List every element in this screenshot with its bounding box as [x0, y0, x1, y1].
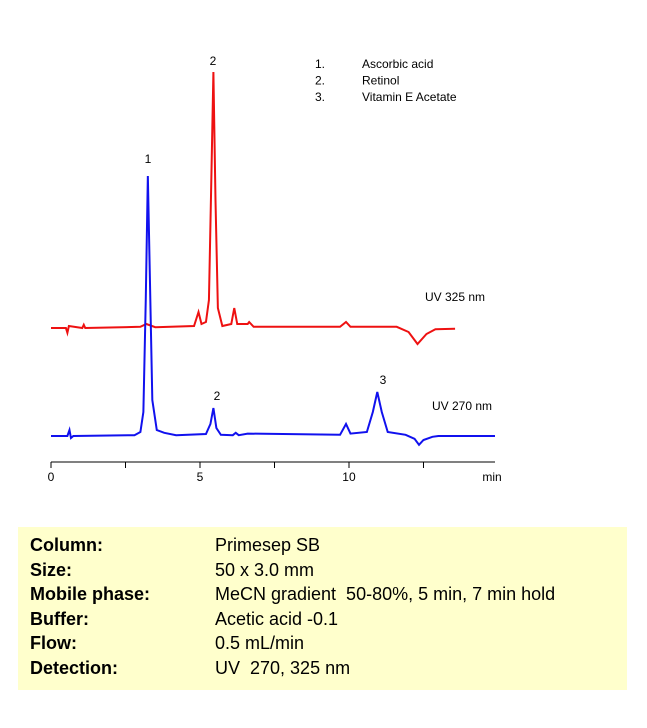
condition-label: Buffer: — [30, 608, 89, 629]
x-axis-label: min — [482, 470, 501, 484]
legend-number: 3. — [315, 90, 325, 104]
x-tick-label: 10 — [342, 470, 356, 484]
condition-value: UV 270, 325 nm — [215, 658, 351, 678]
legend-number: 1. — [315, 57, 325, 71]
condition-label: Size: — [30, 559, 73, 580]
condition-label: Detection: — [30, 658, 119, 678]
legend-name: Retinol — [362, 74, 399, 88]
legend-name: Vitamin E Acetate — [362, 90, 457, 104]
trace — [51, 175, 495, 447]
trace-label: UV 325 nm — [425, 290, 485, 304]
peak-label: 1 — [145, 152, 152, 166]
condition-label: Column: — [30, 535, 103, 555]
x-tick-label: 0 — [48, 470, 55, 484]
peak-label: 2 — [210, 54, 217, 68]
condition-value: MeCN gradient 50-80%, 5 min, 7 min hold — [215, 584, 556, 605]
conditions-box: Column: Primesep SB Size: 50 x 3.0 mm Mobile… — [18, 527, 627, 690]
condition-value: Primesep SB — [215, 535, 321, 555]
peak-label: 3 — [380, 373, 387, 387]
condition-value: 0.5 mL/min — [215, 633, 305, 654]
legend-name: Ascorbic acid — [362, 57, 433, 71]
trace-label: UV 270 nm — [432, 399, 492, 413]
condition-value: Acetic acid -0.1 — [215, 608, 339, 629]
legend-number: 2. — [315, 74, 325, 88]
condition-value: 50 x 3.0 mm — [215, 559, 315, 580]
peak-label: 2 — [214, 389, 221, 403]
chart: 0 5 10 min 1. Ascorbic acid 2. Retinol 3. Vitamin… — [48, 54, 502, 484]
x-tick-label: 5 — [197, 470, 204, 484]
trace — [51, 71, 456, 346]
condition-label: Mobile phase: — [30, 584, 151, 605]
condition-label: Flow: — [30, 633, 77, 654]
